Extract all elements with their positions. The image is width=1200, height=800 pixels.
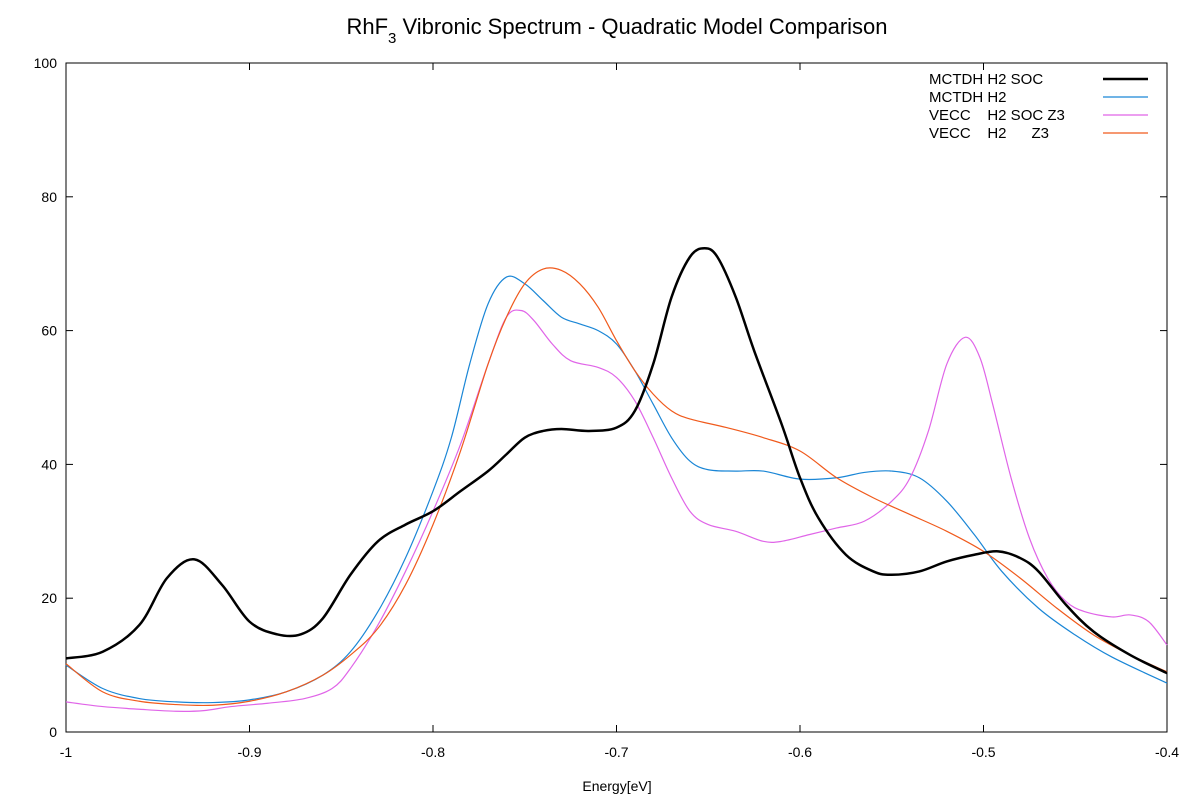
plot-frame <box>65 62 1168 733</box>
y-tick-label: 20 <box>41 590 57 606</box>
series-line-2 <box>65 309 1168 712</box>
y-axis: 0 20 40 60 80 100 <box>34 55 1167 740</box>
y-tick-label: 60 <box>41 323 57 339</box>
x-tick-label: -0.4 <box>1155 744 1179 760</box>
legend-label-3: VECC H2 Z3 <box>929 125 1049 142</box>
plot-area <box>65 62 1168 733</box>
legend-label-2: VECC H2 SOC Z3 <box>929 107 1065 124</box>
x-tick-label: -0.6 <box>788 744 812 760</box>
y-tick-label: 80 <box>41 189 57 205</box>
series-line-0 <box>65 247 1168 675</box>
chart-title: RhF3 Vibronic Spectrum - Quadratic Model… <box>346 14 887 47</box>
x-tick-label: -0.8 <box>421 744 445 760</box>
x-axis-label: Energy[eV] <box>582 778 651 794</box>
y-tick-label: 0 <box>49 724 57 740</box>
y-tick-label: 40 <box>41 456 57 472</box>
y-tick-label: 100 <box>34 55 58 71</box>
legend-label-0: MCTDH H2 SOC <box>929 71 1043 88</box>
series-line-3 <box>65 267 1168 707</box>
x-tick-label: -0.7 <box>604 744 628 760</box>
x-tick-label: -0.9 <box>237 744 261 760</box>
legend-label-1: MCTDH H2 <box>929 89 1007 106</box>
x-tick-label: -1 <box>60 744 73 760</box>
series-group <box>65 247 1168 712</box>
x-tick-label: -0.5 <box>971 744 995 760</box>
x-axis: -1 -0.9 -0.8 -0.7 -0.6 -0.5 -0.4 <box>60 63 1179 760</box>
